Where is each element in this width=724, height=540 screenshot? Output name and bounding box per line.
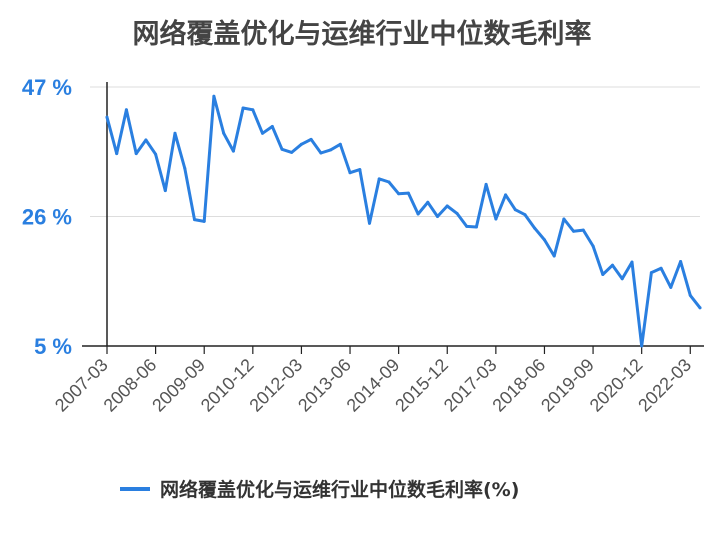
data-point [659, 266, 663, 270]
data-point [319, 151, 323, 155]
data-point [222, 131, 226, 135]
data-point [649, 271, 653, 275]
data-point [543, 238, 546, 242]
x-tick-label: 2018-06 [488, 355, 549, 416]
x-tick-label: 2020-12 [586, 355, 647, 416]
chart-title: 网络覆盖优化与运维行业中位数毛利率 [132, 19, 592, 50]
data-point [105, 115, 109, 119]
data-point [231, 149, 235, 153]
data-point [358, 168, 362, 172]
x-tick-label: 2012-03 [245, 355, 306, 416]
data-point [134, 152, 138, 156]
data-point [124, 108, 128, 112]
data-point [183, 166, 187, 170]
legend[interactable]: 网络覆盖优化与运维行业中位数毛利率(%) [120, 478, 519, 501]
data-point [115, 152, 119, 156]
data-point [562, 217, 566, 221]
data-point [572, 229, 576, 233]
data-point [426, 200, 430, 204]
axes [82, 82, 704, 354]
y-tick-label: 47 % [22, 75, 72, 100]
data-point [640, 344, 644, 348]
data-point [688, 293, 692, 297]
data-point [212, 94, 216, 98]
x-tick-label: 2017-03 [440, 355, 501, 416]
data-point [173, 131, 177, 135]
data-point [591, 244, 595, 248]
x-tick-label: 2015-12 [391, 355, 452, 416]
data-point [552, 254, 556, 258]
x-tick-label: 2010-12 [197, 355, 258, 416]
data-point [241, 106, 245, 110]
y-tick-label: 26 % [22, 205, 72, 230]
data-point [445, 204, 449, 208]
data-point [436, 215, 439, 218]
data-point [474, 225, 478, 229]
data-point [513, 208, 517, 212]
data-point [620, 277, 624, 281]
data-point [154, 152, 158, 156]
data-point [611, 263, 614, 267]
x-tick-label: 2022-03 [634, 355, 695, 416]
data-point [523, 213, 527, 217]
x-tick-label: 2014-09 [343, 355, 404, 416]
data-point [581, 228, 585, 232]
x-tick-label: 2009-09 [148, 355, 209, 416]
data-point [280, 147, 284, 151]
x-tick-label: 2007-03 [51, 355, 112, 416]
data-point [348, 171, 352, 175]
data-point [144, 138, 148, 142]
data-point [202, 219, 206, 223]
data-point [368, 221, 371, 225]
x-tick-label: 2019-09 [537, 355, 598, 416]
series-line [105, 94, 702, 348]
y-tick-label: 5 % [34, 334, 72, 359]
series-group [105, 94, 702, 348]
x-tick-label: 2008-06 [100, 355, 161, 416]
data-point [290, 150, 294, 154]
data-point [163, 189, 167, 193]
data-point [669, 285, 673, 289]
data-point [377, 177, 381, 181]
x-tick-labels: 2007-032008-062009-092010-122012-032013-… [51, 355, 695, 416]
data-point [329, 148, 333, 152]
data-point [455, 211, 459, 215]
legend-label: 网络覆盖优化与运维行业中位数毛利率(%) [160, 478, 519, 501]
data-point [338, 142, 342, 146]
data-point [299, 142, 303, 146]
data-point [193, 218, 196, 222]
y-tick-labels: 47 % 26 % 5 % [22, 75, 72, 359]
data-point [309, 137, 313, 141]
data-point [630, 260, 634, 264]
data-point [533, 226, 537, 230]
data-point [406, 191, 410, 195]
grid-lines [90, 86, 700, 217]
data-point [387, 180, 391, 184]
data-point [261, 131, 264, 135]
x-tick-label: 2013-06 [294, 355, 355, 416]
data-point [416, 212, 420, 216]
data-point [465, 224, 469, 228]
data-point [397, 192, 401, 196]
data-point [698, 306, 702, 310]
data-point [504, 193, 508, 197]
data-point [251, 108, 255, 112]
data-point [270, 125, 274, 128]
data-point [679, 260, 683, 263]
data-point [484, 182, 488, 186]
data-point [601, 273, 605, 276]
data-point [494, 217, 498, 221]
